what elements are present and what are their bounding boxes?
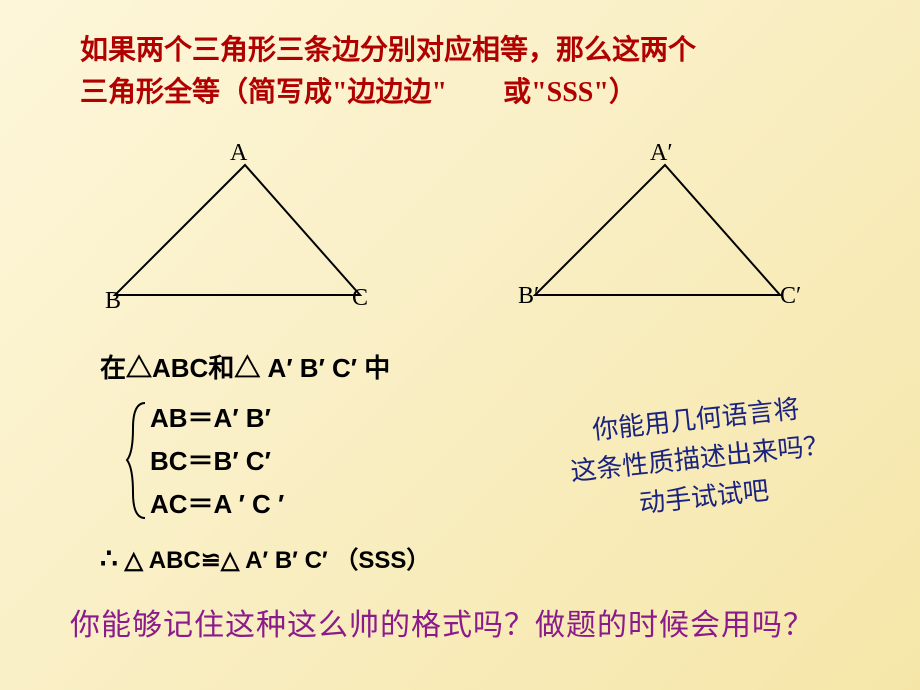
label-C-prime: C′ — [780, 283, 801, 310]
label-B-prime: B′ — [518, 283, 539, 310]
cond-1: AB＝A′ B′ — [150, 398, 284, 435]
label-B: B — [105, 288, 121, 315]
proof-context: 在△ABC和△ A′ B′ C′ 中 — [100, 348, 390, 385]
triangle-abc — [110, 160, 370, 310]
label-C: C — [352, 285, 368, 312]
theorem-text: 如果两个三角形三条边分别对应相等，那么这两个 三角形全等（简写成"边边边" 或"… — [80, 30, 860, 114]
therefore-symbol: ∴ — [100, 543, 118, 574]
label-A-prime: A′ — [650, 140, 673, 167]
theorem-line2: 三角形全等（简写成"边边边" 或"SSS"） — [80, 77, 637, 108]
note-l3: 动手试试吧 — [638, 476, 770, 518]
triangle-a1b1c1 — [530, 160, 790, 310]
cond-2: BC＝B′ C′ — [150, 441, 284, 478]
theorem-line1: 如果两个三角形三条边分别对应相等，那么这两个 — [80, 35, 696, 66]
brace-icon — [125, 398, 150, 523]
proof-conditions: AB＝A′ B′ BC＝B′ C′ AC＝A ′ C ′ — [150, 398, 284, 527]
cond-3: AC＝A ′ C ′ — [150, 484, 284, 521]
footer-question: 你能够记住这种这么帅的格式吗？做题的时候会用吗？ — [70, 600, 870, 644]
label-A: A — [230, 140, 247, 167]
side-note: 你能用几何语言将 这条性质描述出来吗？ 动手试试吧 — [505, 380, 895, 536]
proof-conclusion: ∴ △ ABC≌△ A′ B′ C′ （SSS） — [100, 540, 430, 575]
conclusion-text: △ ABC≌△ A′ B′ C′ （SSS） — [125, 547, 431, 574]
